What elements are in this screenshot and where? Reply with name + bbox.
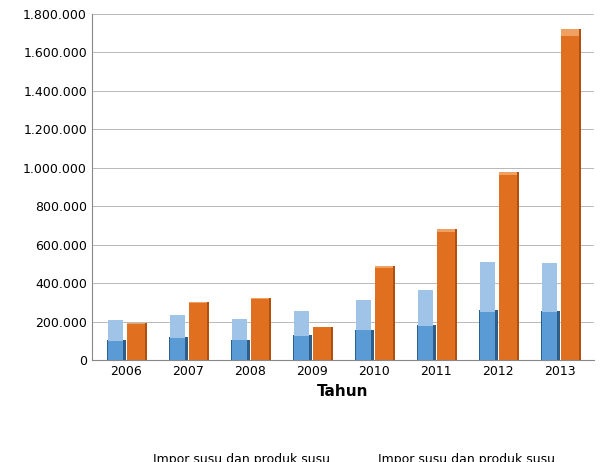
Bar bbox=[294, 311, 309, 336]
Bar bbox=[107, 340, 110, 360]
Bar bbox=[417, 325, 419, 360]
Bar bbox=[189, 302, 209, 303]
Bar bbox=[169, 337, 171, 360]
Bar bbox=[185, 337, 188, 360]
Bar bbox=[479, 310, 482, 360]
Bar bbox=[356, 329, 371, 360]
X-axis label: Tahun: Tahun bbox=[317, 384, 368, 399]
Bar bbox=[293, 335, 296, 360]
Bar bbox=[557, 311, 559, 360]
Bar bbox=[170, 337, 185, 360]
Bar bbox=[331, 327, 333, 360]
Bar bbox=[313, 327, 333, 360]
Bar bbox=[499, 172, 519, 360]
Bar bbox=[480, 261, 495, 311]
Bar bbox=[517, 172, 519, 360]
Bar bbox=[480, 310, 495, 360]
Bar bbox=[542, 311, 557, 360]
Bar bbox=[375, 266, 395, 268]
Bar bbox=[437, 230, 457, 360]
Bar bbox=[541, 311, 543, 360]
Bar bbox=[207, 302, 209, 360]
Bar bbox=[108, 340, 124, 360]
Bar bbox=[437, 230, 457, 232]
Bar bbox=[170, 315, 185, 338]
Bar bbox=[251, 298, 271, 360]
Bar bbox=[579, 29, 581, 360]
Bar bbox=[455, 230, 457, 360]
Bar bbox=[499, 172, 519, 176]
Bar bbox=[561, 29, 581, 36]
Bar bbox=[247, 340, 250, 360]
Bar bbox=[146, 323, 147, 360]
Bar bbox=[433, 325, 436, 360]
Legend: Impor susu dan produk susu
(ton), Impor susu dan produk susu
(US$ 000): Impor susu dan produk susu (ton), Impor … bbox=[125, 448, 560, 462]
Bar bbox=[375, 266, 395, 360]
Bar bbox=[495, 310, 498, 360]
Bar bbox=[233, 340, 247, 360]
Bar bbox=[231, 340, 234, 360]
Bar bbox=[418, 290, 433, 326]
Bar bbox=[371, 329, 374, 360]
Bar bbox=[233, 319, 247, 340]
Bar bbox=[124, 340, 126, 360]
Bar bbox=[393, 266, 395, 360]
Bar bbox=[189, 302, 209, 360]
Bar bbox=[356, 299, 371, 330]
Bar bbox=[542, 263, 557, 312]
Bar bbox=[313, 327, 333, 328]
Bar bbox=[294, 335, 309, 360]
Bar bbox=[418, 325, 433, 360]
Bar bbox=[355, 329, 357, 360]
Bar bbox=[127, 323, 147, 360]
Bar bbox=[251, 298, 271, 299]
Bar bbox=[309, 335, 312, 360]
Bar bbox=[269, 298, 271, 360]
Bar bbox=[108, 321, 124, 340]
Bar bbox=[561, 29, 581, 360]
